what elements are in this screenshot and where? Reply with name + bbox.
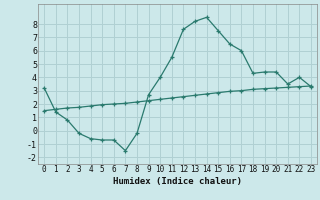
X-axis label: Humidex (Indice chaleur): Humidex (Indice chaleur): [113, 177, 242, 186]
